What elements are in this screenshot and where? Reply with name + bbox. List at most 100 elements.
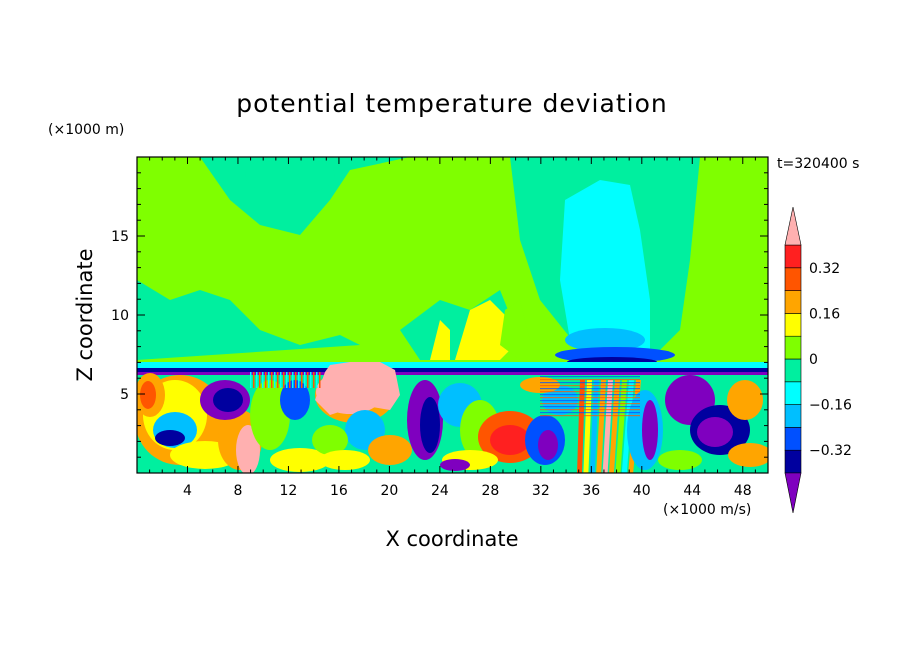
contour-region-1 (137, 280, 360, 360)
colorbar-over-triangle (784, 206, 802, 246)
contour-region-0 (137, 157, 410, 235)
contour-region-69 (259, 372, 261, 388)
x-tick-label: 28 (481, 483, 499, 499)
colorbar-label: 0 (809, 352, 818, 368)
contour-region-77 (283, 372, 285, 388)
colorbar-under-triangle (784, 472, 802, 514)
y-unit-label: (×1000 m) (48, 122, 124, 138)
contour-region-82 (298, 372, 300, 388)
chart-title: potential temperature deviation (236, 89, 667, 118)
x-tick-label: 48 (734, 483, 752, 499)
contour-region-91 (540, 379, 640, 381)
contour-region-13 (137, 368, 768, 373)
contour-region-87 (313, 372, 315, 388)
time-label: t=320400 s (777, 156, 859, 172)
contour-region-73 (271, 372, 273, 388)
colorbar-label: 0.32 (809, 261, 840, 277)
contour-region-21 (140, 381, 156, 409)
contour-region-63 (658, 450, 702, 470)
y-tick-label: 5 (120, 387, 129, 403)
contour-region-10 (430, 320, 450, 360)
contour-region-42 (490, 425, 530, 455)
contour-region-60 (697, 417, 733, 447)
colorbar: 0.32 0.16 0 −0.16 −0.32 (784, 206, 852, 514)
contour-region-88 (316, 372, 318, 388)
contour-region-92 (540, 382, 640, 384)
contour-region-100 (540, 406, 640, 408)
colorbar-segment (784, 313, 802, 337)
contour-region-98 (540, 400, 640, 402)
colorbar-segment (784, 335, 802, 360)
contour-region-99 (540, 403, 640, 405)
colorbar-segment (784, 358, 802, 383)
contour-region-34 (312, 425, 348, 455)
contour-field (137, 157, 768, 473)
contour-region-86 (310, 372, 312, 388)
y-tick-label: 15 (111, 229, 129, 245)
contour-region-5 (560, 180, 650, 352)
contour-region-26 (213, 388, 243, 412)
contour-region-101 (540, 409, 640, 411)
contour-region-29 (280, 380, 310, 420)
contour-region-68 (256, 372, 258, 388)
colorbar-segment (784, 290, 802, 314)
colorbar-label: −0.16 (809, 398, 852, 414)
x-tick-label: 8 (233, 483, 242, 499)
x-axis-label: X coordinate (385, 527, 518, 551)
x-tick-label: 44 (683, 483, 701, 499)
colorbar-segment (784, 404, 802, 428)
contour-region-44 (440, 459, 470, 471)
y-tick-label: 10 (111, 308, 129, 324)
contour-region-12 (137, 362, 768, 372)
contour-region-89 (319, 372, 321, 388)
contour-region-28 (270, 448, 330, 472)
contour-region-4 (245, 157, 335, 195)
contour-region-71 (265, 372, 267, 388)
contour-region-57 (642, 400, 658, 460)
contour-region-96 (540, 394, 640, 396)
contour-region-70 (262, 372, 264, 388)
x-tick-label: 20 (380, 483, 398, 499)
colorbar-label: −0.32 (809, 443, 852, 459)
contour-region-84 (304, 372, 306, 388)
y-axis-label: Z coordinate (73, 248, 97, 381)
contour-region-75 (277, 372, 279, 388)
contour-region-19 (155, 430, 185, 446)
contour-region-46 (538, 430, 558, 460)
contour-region-62 (728, 443, 768, 467)
contour-region-95 (540, 391, 640, 393)
contour-region-24 (236, 425, 260, 473)
x-tick-label: 4 (183, 483, 192, 499)
contour-region-78 (286, 372, 288, 388)
contour-region-67 (253, 372, 255, 388)
colorbar-label: 0.16 (809, 306, 840, 322)
contour-region-14 (137, 372, 768, 375)
contour-region-66 (250, 372, 252, 388)
contour-region-83 (301, 372, 303, 388)
contour-region-102 (540, 412, 640, 414)
contour-region-27 (250, 380, 290, 450)
contour-region-97 (540, 397, 640, 399)
contour-region-79 (289, 372, 291, 388)
contour-region-90 (540, 376, 640, 378)
contour-region-61 (727, 380, 763, 420)
colorbar-segment (784, 427, 802, 451)
contour-region-32 (315, 362, 400, 415)
x-tick-label: 32 (532, 483, 550, 499)
x-tick-label: 36 (582, 483, 600, 499)
contour-region-74 (274, 372, 276, 388)
contour-region-38 (420, 397, 440, 453)
x-tick-label: 40 (633, 483, 651, 499)
colorbar-segment (784, 449, 802, 474)
contour-region-11 (500, 300, 530, 360)
contour-region-76 (280, 372, 282, 388)
contour-region-9 (455, 300, 510, 360)
contour-region-85 (307, 372, 309, 388)
x-unit-label: (×1000 m/s) (663, 502, 751, 518)
contour-regions (137, 157, 768, 473)
x-tick-label: 24 (431, 483, 449, 499)
colorbar-segment (784, 244, 802, 269)
contour-region-103 (540, 415, 640, 417)
contour-region-80 (292, 372, 294, 388)
